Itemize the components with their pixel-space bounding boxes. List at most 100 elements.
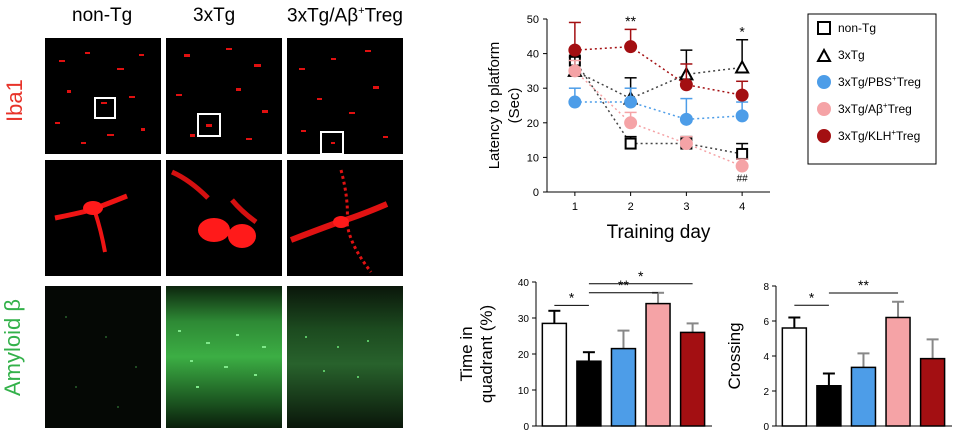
data-point — [679, 137, 693, 151]
significance-annotation: ** — [625, 13, 636, 29]
y-axis-label-line: (Sec) — [506, 88, 523, 124]
y-tick-label: 10 — [518, 386, 530, 397]
y-axis-label-line: quadrant (%) — [477, 305, 496, 403]
micrograph-iba1-3xtg — [166, 38, 282, 154]
micrograph-iba1-zoom-non-tg — [45, 160, 161, 276]
legend-label: 3xTg — [838, 48, 865, 62]
latency-line-chart: 0 10 20 30 40 50 1 2 3 4 Training day Latency to pl… — [486, 13, 937, 243]
y-axis-label-line: Latency to platform — [486, 42, 503, 170]
series-line — [574, 101, 743, 121]
legend-label-sup: + — [883, 101, 888, 110]
micrograph-iba1-zoom-3xtg-abeta-treg — [287, 160, 403, 276]
y-tick-label: 6 — [763, 317, 769, 328]
bar — [610, 347, 637, 427]
legend-label-name: 3xTg/PBS — [838, 75, 892, 89]
legend-label-name: non-Tg — [838, 21, 876, 35]
y-tick-label: 0 — [523, 422, 529, 433]
micrograph-amyloid-3xtg — [166, 286, 282, 428]
significance-label: * — [569, 289, 575, 305]
data-point — [624, 40, 638, 54]
legend-label-name: 3xTg/Aβ — [838, 102, 883, 116]
column-title-3xtg: 3xTg — [193, 5, 236, 26]
legend-marker — [817, 21, 831, 35]
bar — [679, 331, 706, 427]
x-tick-label: 3 — [683, 201, 689, 213]
legend-label: non-Tg — [838, 21, 876, 35]
data-point — [624, 95, 638, 109]
bar — [850, 366, 877, 427]
legend-label-name: 3xTg/KLH — [838, 129, 891, 143]
bar — [781, 327, 808, 427]
data-point — [735, 159, 749, 173]
legend-label-tail: Treg — [896, 129, 920, 143]
legend-marker — [817, 102, 831, 116]
x-tick-label: 2 — [628, 201, 634, 213]
data-point — [679, 78, 693, 92]
y-tick-label: 30 — [518, 314, 530, 325]
legend-label-name: 3xTg — [838, 48, 865, 62]
micrograph-iba1-zoom-3xtg — [166, 160, 282, 276]
y-tick-label: 8 — [763, 282, 769, 293]
legend-label-tail: Treg — [897, 75, 921, 89]
series-3 — [568, 87, 749, 126]
x-tick-label: 4 — [739, 201, 745, 213]
y-tick-label: 20 — [527, 118, 539, 130]
x-axis-label: Training day — [607, 222, 711, 243]
micrograph-amyloid-3xtg-abeta-treg — [287, 286, 403, 428]
y-axis-label: Latency to platform (Sec) — [486, 42, 523, 170]
series-line — [574, 66, 743, 100]
y-tick-label: 20 — [518, 350, 530, 361]
data-point — [679, 112, 693, 126]
legend-marker — [816, 47, 832, 62]
data-point — [735, 109, 749, 123]
legend-label-sup: + — [891, 128, 896, 137]
legend-label: 3xTg/KLH+Treg — [838, 128, 920, 143]
series-line — [574, 70, 743, 167]
micrograph-iba1-non-tg — [45, 38, 161, 154]
bar — [645, 302, 671, 427]
data-point — [624, 137, 637, 150]
bar — [541, 322, 568, 427]
bar — [919, 357, 946, 427]
data-point — [568, 64, 582, 78]
data-point — [624, 116, 638, 130]
column-title-non-tg: non-Tg — [72, 5, 133, 26]
data-point — [568, 43, 582, 57]
data-point — [568, 95, 582, 109]
micrograph-amyloid-non-tg — [45, 286, 161, 428]
data-point — [735, 88, 749, 102]
series-line — [574, 60, 743, 155]
significance-annotation: * — [739, 23, 745, 39]
legend-marker — [817, 75, 831, 89]
data-point — [734, 59, 750, 74]
legend-label-sup: + — [892, 74, 897, 83]
column-title-3xtg-abeta-treg: 3xTg/Aβ+Treg — [287, 5, 403, 27]
significance-label: * — [809, 289, 815, 305]
y-axis-label: Crossing — [725, 322, 744, 389]
row-label-amyloid-beta: Amyloid β — [0, 298, 25, 396]
legend-label: 3xTg/Aβ+Treg — [838, 101, 912, 116]
significance-annotation: ## — [737, 174, 749, 185]
micrograph-iba1-3xtg-abeta-treg — [287, 38, 403, 154]
legend: non-Tg3xTg3xTg/PBS+Treg3xTg/Aβ+Treg3xTg/… — [807, 13, 937, 165]
significance-label: ** — [858, 277, 869, 293]
legend-marker — [817, 129, 831, 143]
legend-label-tail: Treg — [888, 102, 912, 116]
y-tick-label: 40 — [518, 278, 530, 289]
significance-label: ** — [618, 277, 629, 293]
y-axis-label-line: Time in — [457, 326, 476, 381]
bar — [816, 385, 842, 427]
significance-label: * — [638, 268, 644, 284]
bar — [885, 316, 911, 427]
y-tick-label: 10 — [527, 152, 539, 164]
bar — [576, 360, 602, 427]
y-tick-label: 0 — [763, 422, 769, 433]
legend-label: 3xTg/PBS+Treg — [838, 74, 921, 89]
data-point — [736, 147, 749, 160]
y-tick-label: 2 — [763, 387, 769, 398]
row-label-iba1: Iba1 — [2, 79, 27, 122]
series-5 — [568, 21, 749, 102]
y-tick-label: 40 — [527, 49, 539, 61]
